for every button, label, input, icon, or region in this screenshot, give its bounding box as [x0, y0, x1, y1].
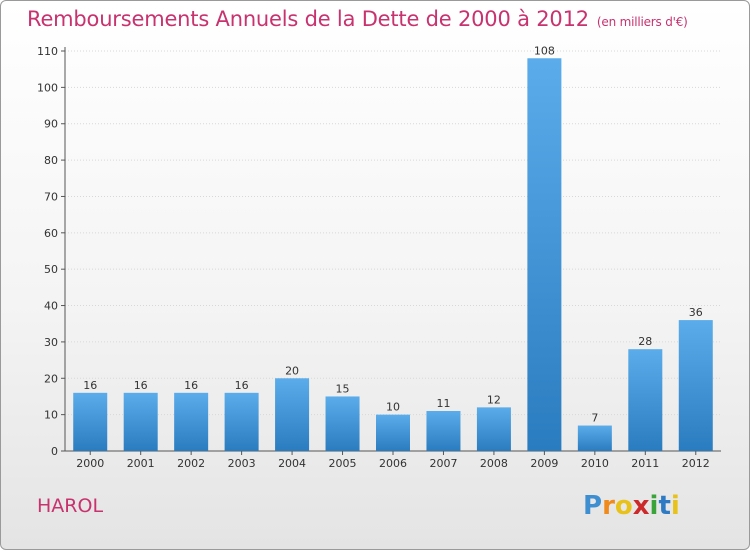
- logo-letter: r: [602, 491, 615, 521]
- bar-2000: [73, 392, 108, 451]
- proxiti-logo: Proxiti: [583, 491, 680, 521]
- data-label: 12: [487, 393, 501, 406]
- y-tick-label: 10: [44, 409, 58, 422]
- y-tick-label: 30: [44, 336, 58, 349]
- y-tick-label: 110: [37, 45, 58, 58]
- x-tick-label: 2011: [631, 457, 659, 470]
- x-tick-label: 2000: [76, 457, 104, 470]
- x-tick-label: 2003: [228, 457, 256, 470]
- x-tick-label: 2007: [429, 457, 457, 470]
- data-label: 108: [534, 44, 555, 57]
- x-tick-labels: 2000 2001 2002 2003 2004 2005 2006 2007 2008 2009…: [76, 457, 710, 470]
- y-tick-label: 90: [44, 118, 58, 131]
- x-tick-label: 2006: [379, 457, 407, 470]
- data-label: 10: [386, 401, 400, 414]
- data-label: 28: [638, 335, 652, 348]
- data-label: 36: [689, 306, 703, 319]
- bar-2008: [476, 407, 511, 451]
- y-tick-label: 80: [44, 154, 58, 167]
- bar-2009: [527, 58, 562, 451]
- y-tick-label: 0: [51, 445, 58, 458]
- bar-2002: [174, 392, 209, 451]
- y-tick-label: 70: [44, 190, 58, 203]
- data-labels: 16 16 16 16 20 15 10 11 12 108 7 28 36: [83, 44, 703, 424]
- logo-letter: x: [632, 491, 650, 521]
- y-tick-label: 100: [37, 81, 58, 94]
- bar-2010: [577, 425, 612, 451]
- x-tick-label: 2009: [530, 457, 558, 470]
- data-label: 11: [436, 397, 450, 410]
- axes: [61, 47, 721, 455]
- bar-2011: [628, 349, 663, 451]
- data-label: 16: [83, 379, 97, 392]
- bar-2004: [275, 378, 310, 451]
- x-tick-label: 2012: [682, 457, 710, 470]
- bar-2006: [376, 414, 410, 451]
- y-tick-label: 60: [44, 227, 58, 240]
- chart-unit: (en milliers d'€): [596, 15, 688, 29]
- data-label: 20: [285, 364, 299, 377]
- grid-lines: [65, 50, 721, 416]
- data-label: 16: [184, 379, 198, 392]
- bar-2005: [325, 396, 360, 451]
- x-tick-label: 2008: [480, 457, 508, 470]
- data-label: 16: [134, 379, 148, 392]
- chart-title: Remboursements Annuels de la Dette de 20…: [27, 7, 688, 31]
- bar-2001: [123, 392, 158, 451]
- bar-2003: [224, 392, 259, 451]
- bar-2012: [678, 320, 713, 451]
- logo-letter: o: [614, 491, 633, 521]
- data-label: 15: [336, 382, 350, 395]
- bar-2007: [426, 411, 461, 451]
- x-tick-label: 2005: [329, 457, 357, 470]
- data-label: 16: [235, 379, 249, 392]
- y-tick-label: 20: [44, 372, 58, 385]
- bars: [73, 58, 713, 451]
- x-tick-label: 2001: [127, 457, 155, 470]
- logo-letter: P: [583, 491, 603, 521]
- x-tick-label: 2002: [177, 457, 205, 470]
- commune-name: HAROL: [37, 495, 104, 517]
- chart-title-text: Remboursements Annuels de la Dette de 20…: [27, 7, 589, 31]
- y-tick-label: 40: [44, 300, 58, 313]
- y-tick-labels: 0 10 20 30 40 50 60 70 80 90 100 110: [37, 45, 58, 458]
- logo-letter: i: [670, 491, 680, 521]
- data-label: 7: [591, 412, 598, 425]
- logo-letter: i: [649, 491, 659, 521]
- y-tick-label: 50: [44, 263, 58, 276]
- x-tick-label: 2010: [581, 457, 609, 470]
- logo-letter: t: [658, 491, 671, 521]
- x-tick-label: 2004: [278, 457, 306, 470]
